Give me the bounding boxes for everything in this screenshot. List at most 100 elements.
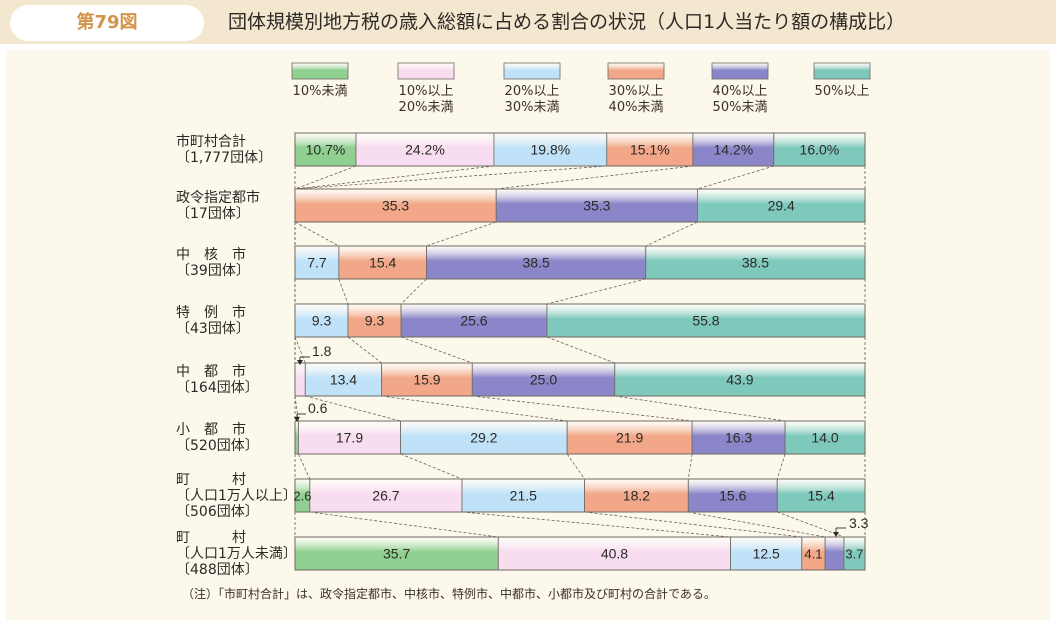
bar-segment	[730, 536, 803, 571]
category-label: 政令指定都市 〔17団体〕	[176, 189, 260, 222]
category-label: 町 村〔人口1万人未満〕 〔488団体〕	[176, 529, 297, 578]
category-label: 市町村合計 〔1,777団体〕	[176, 133, 273, 166]
connector-line	[496, 165, 693, 190]
value-label: 15.4	[369, 255, 396, 271]
bar-segment	[606, 132, 694, 167]
bar-segment	[426, 245, 647, 280]
bar-segment	[697, 188, 866, 223]
bar-segment	[776, 478, 866, 513]
value-label: 1.8	[312, 343, 332, 359]
connector-line	[546, 336, 615, 364]
bar-segment	[824, 536, 845, 571]
connector-line	[584, 511, 802, 538]
legend-label: 30%以上 40%未満	[608, 84, 664, 115]
legend-swatch	[711, 62, 769, 80]
bar-row	[294, 188, 866, 223]
bar-segment	[566, 420, 693, 455]
connector-lines	[294, 165, 866, 538]
legend-label: 20%以上 30%未満	[504, 84, 560, 115]
connector-line	[294, 395, 299, 422]
bar-row	[294, 132, 866, 167]
connector-line	[400, 278, 427, 305]
value-label: 29.4	[768, 198, 795, 214]
value-label: 25.6	[460, 313, 487, 329]
connector-line	[347, 336, 382, 364]
connector-line	[294, 165, 607, 190]
value-label: 18.2	[623, 488, 650, 504]
category-label: 中 都 市〔164団体〕	[176, 363, 259, 396]
value-label: 55.8	[692, 313, 719, 329]
bar-row	[294, 478, 866, 513]
bar-segment	[304, 362, 383, 397]
value-label: 16.0%	[800, 142, 840, 158]
category-label: 小 都 市〔520団体〕	[176, 421, 259, 454]
bar-segment	[294, 420, 299, 455]
bar-row	[294, 245, 866, 280]
connector-line	[472, 395, 693, 422]
connector-line	[309, 511, 499, 538]
figure-label: 第79図	[76, 12, 138, 33]
category-label: 特 例 市〔43団体〕	[176, 304, 250, 337]
bar-row	[294, 420, 866, 455]
bar-outline	[294, 362, 866, 397]
bar-segment	[614, 362, 866, 397]
bar-segment	[355, 132, 495, 167]
value-label: 38.5	[742, 255, 769, 271]
value-label: 3.3	[849, 515, 869, 531]
value-label: 40.8	[601, 546, 628, 562]
connector-line	[400, 336, 473, 364]
value-label: 35.3	[583, 198, 610, 214]
bar-row	[294, 362, 866, 397]
callout-arrow	[297, 360, 303, 365]
connector-line	[298, 453, 311, 480]
connector-line	[687, 453, 693, 480]
connector-line	[645, 221, 698, 247]
connector-line	[697, 165, 774, 190]
connector-line	[305, 395, 401, 422]
value-label: 3.7	[845, 547, 863, 562]
footnote: （注）「市町村合計」は、政令指定都市、中核市、特例市、中都市、小都市及び町村の合…	[182, 587, 716, 601]
legend-label: 10%未満	[292, 84, 348, 99]
connector-line	[294, 165, 357, 190]
value-label: 4.1	[804, 547, 822, 562]
bar-segment	[309, 478, 463, 513]
bar-segment	[784, 420, 866, 455]
header-bar: 第79図 団体規模別地方税の歳入総額に占める割合の状況（人口1人当たり額の構成比…	[0, 0, 1056, 44]
callout-arrow	[833, 532, 839, 537]
legend-swatch	[291, 62, 349, 80]
connector-line	[400, 453, 463, 480]
value-label: 2.6	[293, 489, 311, 504]
callout-arrow	[294, 417, 300, 422]
value-label: 12.5	[753, 546, 780, 562]
value-label: 9.3	[365, 313, 385, 329]
bar-segment	[645, 245, 866, 280]
value-label: 14.0	[811, 430, 838, 446]
value-label: 15.1%	[630, 142, 670, 158]
value-label: 15.4	[807, 488, 834, 504]
value-label: 21.9	[616, 430, 643, 446]
legend-swatch	[813, 62, 871, 80]
value-label: 43.9	[726, 372, 753, 388]
figure-label-tag: 第79図	[10, 5, 204, 41]
value-label: 35.3	[382, 198, 409, 214]
category-label: 町 村〔人口1万人以上〕 〔506団体〕	[176, 471, 297, 520]
bar-segment	[338, 245, 427, 280]
value-label: 29.2	[470, 430, 497, 446]
connector-line	[338, 278, 349, 305]
connector-line	[294, 165, 494, 190]
value-label: 9.3	[312, 313, 332, 329]
bar-segment	[294, 536, 499, 571]
bar-segment	[400, 303, 548, 338]
value-label: 17.9	[336, 430, 363, 446]
connector-line	[294, 221, 340, 247]
bar-outline	[294, 536, 866, 571]
bar-segment	[294, 188, 497, 223]
value-label: 10.7%	[306, 142, 346, 158]
category-label: 中 核 市〔39団体〕	[176, 246, 250, 279]
value-label: 14.2%	[713, 142, 753, 158]
bar-outline	[294, 303, 866, 338]
connector-line	[566, 453, 585, 480]
bar-outline	[294, 478, 866, 513]
value-label: 24.2%	[405, 142, 445, 158]
connector-line	[546, 278, 646, 305]
